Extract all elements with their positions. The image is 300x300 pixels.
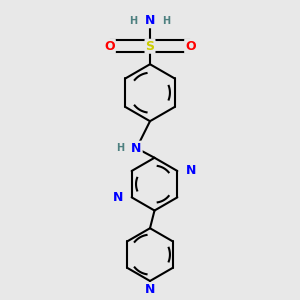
Text: N: N: [145, 284, 155, 296]
Text: H: H: [116, 143, 124, 153]
Text: O: O: [185, 40, 196, 53]
Text: O: O: [104, 40, 115, 53]
Text: N: N: [113, 191, 123, 204]
Text: S: S: [146, 40, 154, 53]
Text: N: N: [145, 14, 155, 27]
Text: N: N: [186, 164, 196, 178]
Text: H: H: [129, 16, 138, 26]
Text: H: H: [162, 16, 171, 26]
Text: N: N: [131, 142, 142, 155]
